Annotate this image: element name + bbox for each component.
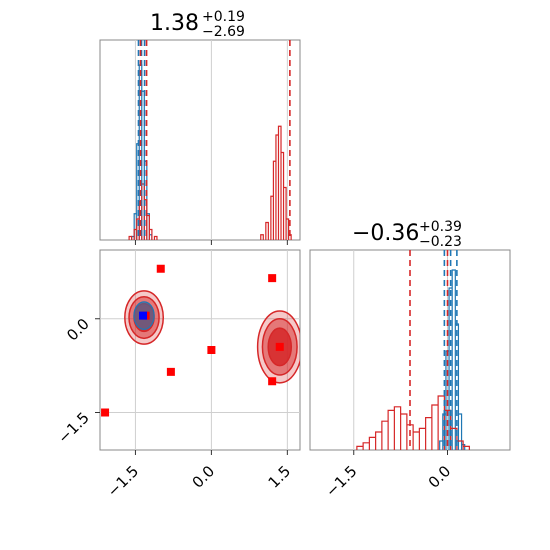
marginal-y-title-sub: −0.23 — [419, 234, 462, 250]
joint-frame — [99, 249, 301, 451]
joint-marker-red — [268, 274, 277, 283]
marginal-x-title: 1.38 +0.19 −2.69 — [150, 9, 245, 40]
marginal-y-title-main: −0.36 — [352, 221, 419, 246]
marginal-y-xtick-label: 0.0 — [425, 462, 455, 492]
joint-xtick-label: −1.5 — [104, 462, 142, 500]
joint-marker-red — [101, 408, 110, 417]
joint-panel: −1.5 0.0 1.5 0.0 −1.5 — [54, 250, 300, 501]
marginal-x-title-main: 1.38 — [150, 11, 199, 36]
joint-marker-red — [156, 264, 165, 273]
joint-marker-red — [207, 346, 216, 354]
marginal-y-title: −0.36 +0.39 −0.23 — [352, 219, 462, 250]
marginal-y-panel: −1.5 0.0 — [322, 250, 470, 501]
marginal-x-panel — [128, 40, 292, 245]
joint-ytick-label: −1.5 — [54, 409, 92, 447]
marginal-y-xtick-label: −1.5 — [322, 462, 360, 500]
joint-contents — [101, 264, 300, 417]
marginal-y-hist-blue — [439, 269, 466, 450]
marginal-y-title-sup: +0.39 — [419, 219, 462, 235]
joint-marker-blue — [139, 311, 148, 320]
marginal-x-frame — [99, 39, 301, 241]
marginal-x-title-sub: −2.69 — [202, 24, 245, 40]
joint-xtick-label: 0.0 — [189, 462, 219, 492]
marginal-x-title-sup: +0.19 — [202, 9, 245, 25]
joint-marker-red — [166, 367, 175, 376]
joint-xtick-label: 1.5 — [265, 462, 295, 492]
joint-ytick-label: 0.0 — [63, 315, 93, 345]
joint-marker-red — [275, 342, 284, 351]
joint-marker-red — [268, 377, 277, 386]
marginal-x-hist-red — [128, 125, 292, 240]
